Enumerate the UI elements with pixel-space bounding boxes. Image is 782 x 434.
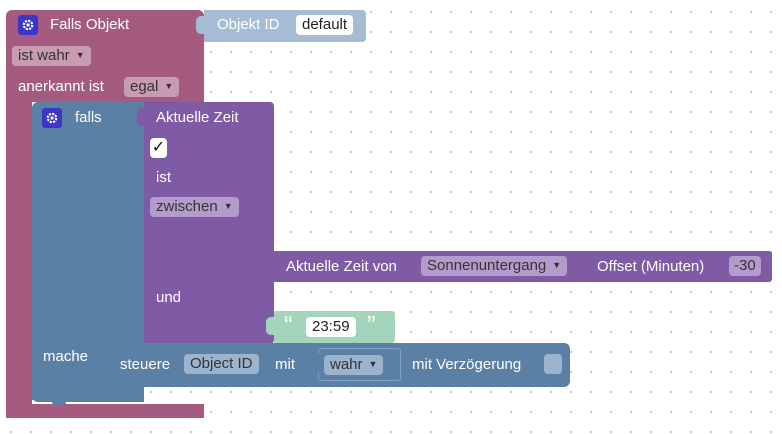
if-do-label: mache [43, 348, 89, 365]
control-value-dropdown[interactable]: wahr ▼ [324, 355, 384, 375]
object-id-connector-notch [196, 16, 206, 34]
dropdown-arrow-icon: ▼ [368, 359, 378, 370]
if-block-do-arm [32, 340, 114, 400]
control-delay-label: mit Verzögerung [412, 356, 522, 373]
ack-label: anerkannt ist [18, 78, 104, 95]
control-value: wahr [330, 356, 363, 373]
time-compare-notch [137, 108, 147, 126]
control-with-label: mit [275, 356, 295, 373]
text-notch [266, 317, 276, 335]
condition-dropdown[interactable]: ist wahr ▼ [12, 46, 91, 66]
astro-event-value: Sonnenuntergang [427, 257, 547, 274]
time-compare-checkbox[interactable]: ✓ [150, 138, 167, 158]
trigger-block-left-arm [6, 100, 32, 418]
dropdown-arrow-icon: ▼ [552, 260, 562, 271]
time-compare-and-label: und [156, 289, 182, 306]
trigger-gear-icon[interactable] [18, 15, 38, 35]
trigger-block-bottom [6, 404, 204, 418]
astro-label: Aktuelle Zeit von [286, 258, 397, 275]
astro-offset-label: Offset (Minuten) [597, 258, 705, 275]
astro-event-dropdown[interactable]: Sonnenuntergang ▼ [421, 256, 568, 276]
control-value-notch [312, 354, 320, 372]
if-block-bottom-tab [52, 396, 66, 406]
astro-notch [266, 257, 276, 275]
ack-value: egal [130, 78, 159, 95]
text-value-field[interactable]: 23:59 [306, 317, 356, 337]
text-close-quote: ” [367, 310, 376, 340]
dropdown-arrow-icon: ▼ [75, 50, 85, 61]
text-open-quote: “ [284, 310, 293, 340]
dropdown-arrow-icon: ▼ [223, 201, 233, 212]
object-id-label: Objekt ID [217, 16, 280, 33]
trigger-block[interactable] [6, 10, 204, 42]
operator-value: zwischen [156, 198, 218, 215]
operator-dropdown[interactable]: zwischen ▼ [150, 197, 239, 217]
if-gear-icon[interactable] [42, 108, 62, 128]
control-object-id-field[interactable]: Object ID [184, 354, 259, 374]
control-label: steuere [120, 356, 171, 373]
if-falls-label: falls [75, 109, 102, 126]
condition-value: ist wahr [18, 47, 70, 64]
astro-offset-field[interactable]: -30 [729, 256, 761, 276]
trigger-title: Falls Objekt [50, 16, 130, 33]
time-compare-title: Aktuelle Zeit [156, 109, 239, 126]
ack-dropdown[interactable]: egal ▼ [124, 77, 180, 97]
time-compare-is-label: ist [156, 169, 171, 186]
control-delay-checkbox[interactable] [544, 354, 562, 374]
object-id-field[interactable]: default [296, 15, 354, 35]
dropdown-arrow-icon: ▼ [164, 81, 174, 92]
